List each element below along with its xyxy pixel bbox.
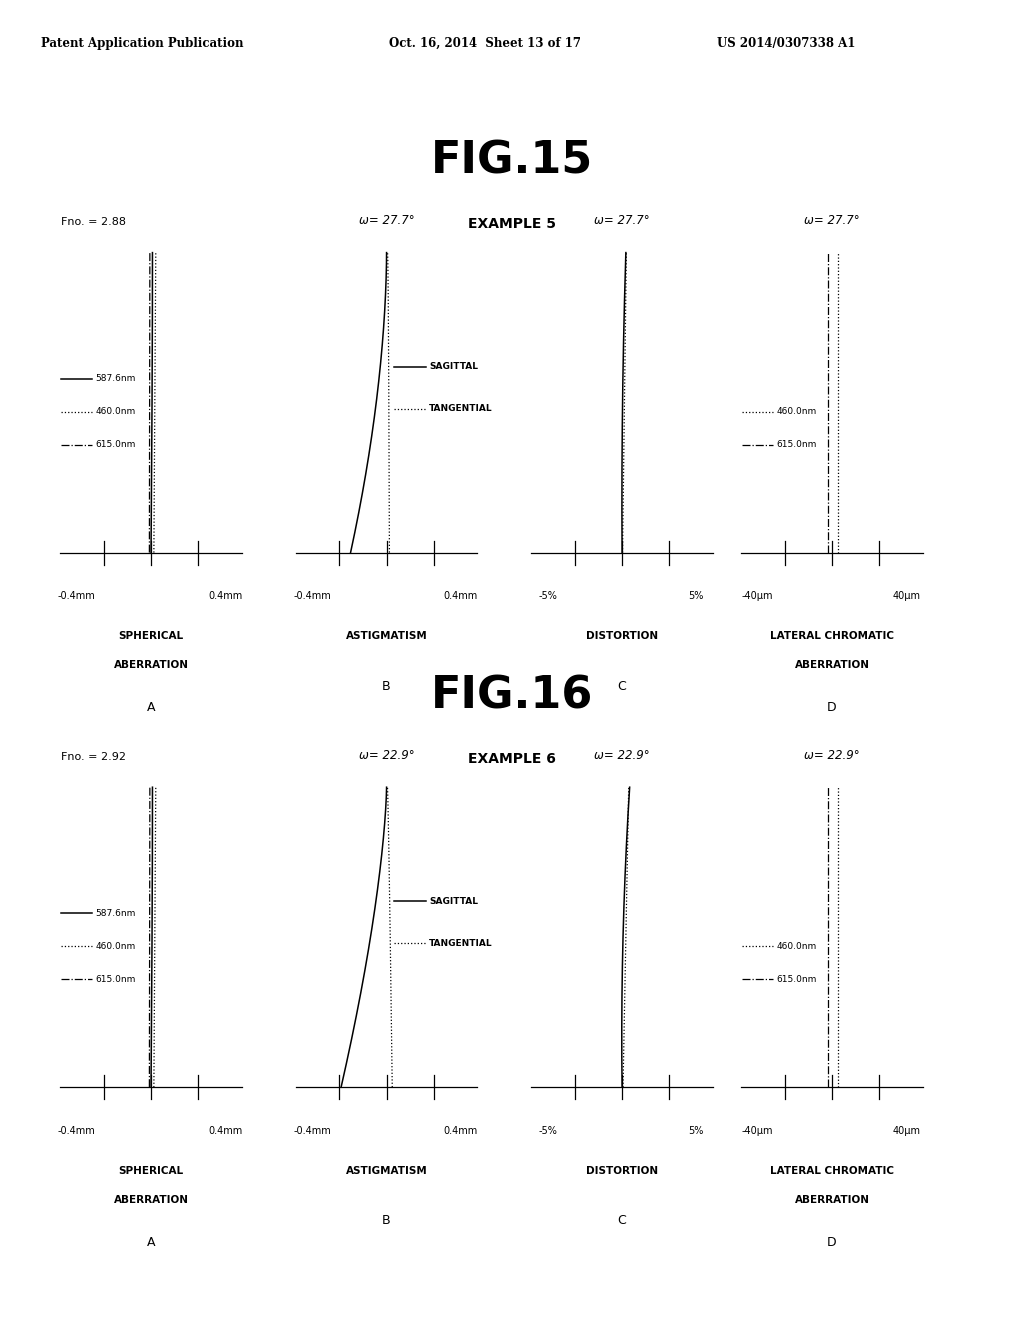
Text: -5%: -5% (539, 591, 557, 602)
Text: 0.4mm: 0.4mm (208, 1126, 243, 1137)
Text: -0.4mm: -0.4mm (294, 1126, 331, 1137)
Text: FIG.15: FIG.15 (431, 140, 593, 182)
Text: EXAMPLE 6: EXAMPLE 6 (468, 752, 556, 766)
Text: FIG.16: FIG.16 (431, 675, 593, 717)
Text: ASTIGMATISM: ASTIGMATISM (346, 1166, 427, 1176)
Text: -0.4mm: -0.4mm (58, 591, 95, 602)
Text: 587.6nm: 587.6nm (95, 908, 135, 917)
Text: -5%: -5% (539, 1126, 557, 1137)
Text: 0.4mm: 0.4mm (208, 591, 243, 602)
Text: Fno. = 2.88: Fno. = 2.88 (61, 216, 126, 227)
Text: ω= 27.7°: ω= 27.7° (804, 214, 860, 227)
Text: 615.0nm: 615.0nm (776, 440, 816, 449)
Text: ASTIGMATISM: ASTIGMATISM (346, 631, 427, 642)
Text: ABERRATION: ABERRATION (795, 1195, 869, 1205)
Text: Patent Application Publication: Patent Application Publication (41, 37, 244, 50)
Text: Fno. = 2.92: Fno. = 2.92 (61, 751, 126, 762)
Text: A: A (146, 701, 156, 714)
Text: 460.0nm: 460.0nm (95, 407, 135, 416)
Text: 615.0nm: 615.0nm (776, 974, 816, 983)
Text: C: C (617, 680, 627, 693)
Text: ABERRATION: ABERRATION (795, 660, 869, 671)
Text: 40μm: 40μm (892, 1126, 921, 1137)
Text: B: B (382, 680, 391, 693)
Text: 0.4mm: 0.4mm (443, 591, 478, 602)
Text: LATERAL CHROMATIC: LATERAL CHROMATIC (770, 1166, 894, 1176)
Text: D: D (827, 701, 837, 714)
Text: SPHERICAL: SPHERICAL (119, 631, 183, 642)
Text: ω= 22.9°: ω= 22.9° (594, 748, 650, 762)
Text: -0.4mm: -0.4mm (58, 1126, 95, 1137)
Text: 0.4mm: 0.4mm (443, 1126, 478, 1137)
Text: B: B (382, 1214, 391, 1228)
Text: 615.0nm: 615.0nm (95, 974, 135, 983)
Text: ω= 27.7°: ω= 27.7° (594, 214, 650, 227)
Text: EXAMPLE 5: EXAMPLE 5 (468, 218, 556, 231)
Text: 587.6nm: 587.6nm (95, 374, 135, 383)
Text: LATERAL CHROMATIC: LATERAL CHROMATIC (770, 631, 894, 642)
Text: SAGITTAL: SAGITTAL (429, 362, 478, 371)
Text: 5%: 5% (688, 1126, 705, 1137)
Text: TANGENTIAL: TANGENTIAL (429, 404, 493, 413)
Text: -40μm: -40μm (742, 1126, 773, 1137)
Text: US 2014/0307338 A1: US 2014/0307338 A1 (717, 37, 855, 50)
Text: -40μm: -40μm (742, 591, 773, 602)
Text: 615.0nm: 615.0nm (95, 440, 135, 449)
Text: D: D (827, 1236, 837, 1249)
Text: TANGENTIAL: TANGENTIAL (429, 939, 493, 948)
Text: ABERRATION: ABERRATION (114, 660, 188, 671)
Text: SPHERICAL: SPHERICAL (119, 1166, 183, 1176)
Text: ABERRATION: ABERRATION (114, 1195, 188, 1205)
Text: DISTORTION: DISTORTION (586, 631, 658, 642)
Text: SAGITTAL: SAGITTAL (429, 896, 478, 906)
Text: A: A (146, 1236, 156, 1249)
Text: C: C (617, 1214, 627, 1228)
Text: -0.4mm: -0.4mm (294, 591, 331, 602)
Text: Oct. 16, 2014  Sheet 13 of 17: Oct. 16, 2014 Sheet 13 of 17 (389, 37, 582, 50)
Text: 40μm: 40μm (892, 591, 921, 602)
Text: 460.0nm: 460.0nm (776, 941, 816, 950)
Text: ω= 22.9°: ω= 22.9° (358, 748, 415, 762)
Text: 5%: 5% (688, 591, 705, 602)
Text: ω= 22.9°: ω= 22.9° (804, 748, 860, 762)
Text: DISTORTION: DISTORTION (586, 1166, 658, 1176)
Text: ω= 27.7°: ω= 27.7° (358, 214, 415, 227)
Text: 460.0nm: 460.0nm (95, 941, 135, 950)
Text: 460.0nm: 460.0nm (776, 407, 816, 416)
